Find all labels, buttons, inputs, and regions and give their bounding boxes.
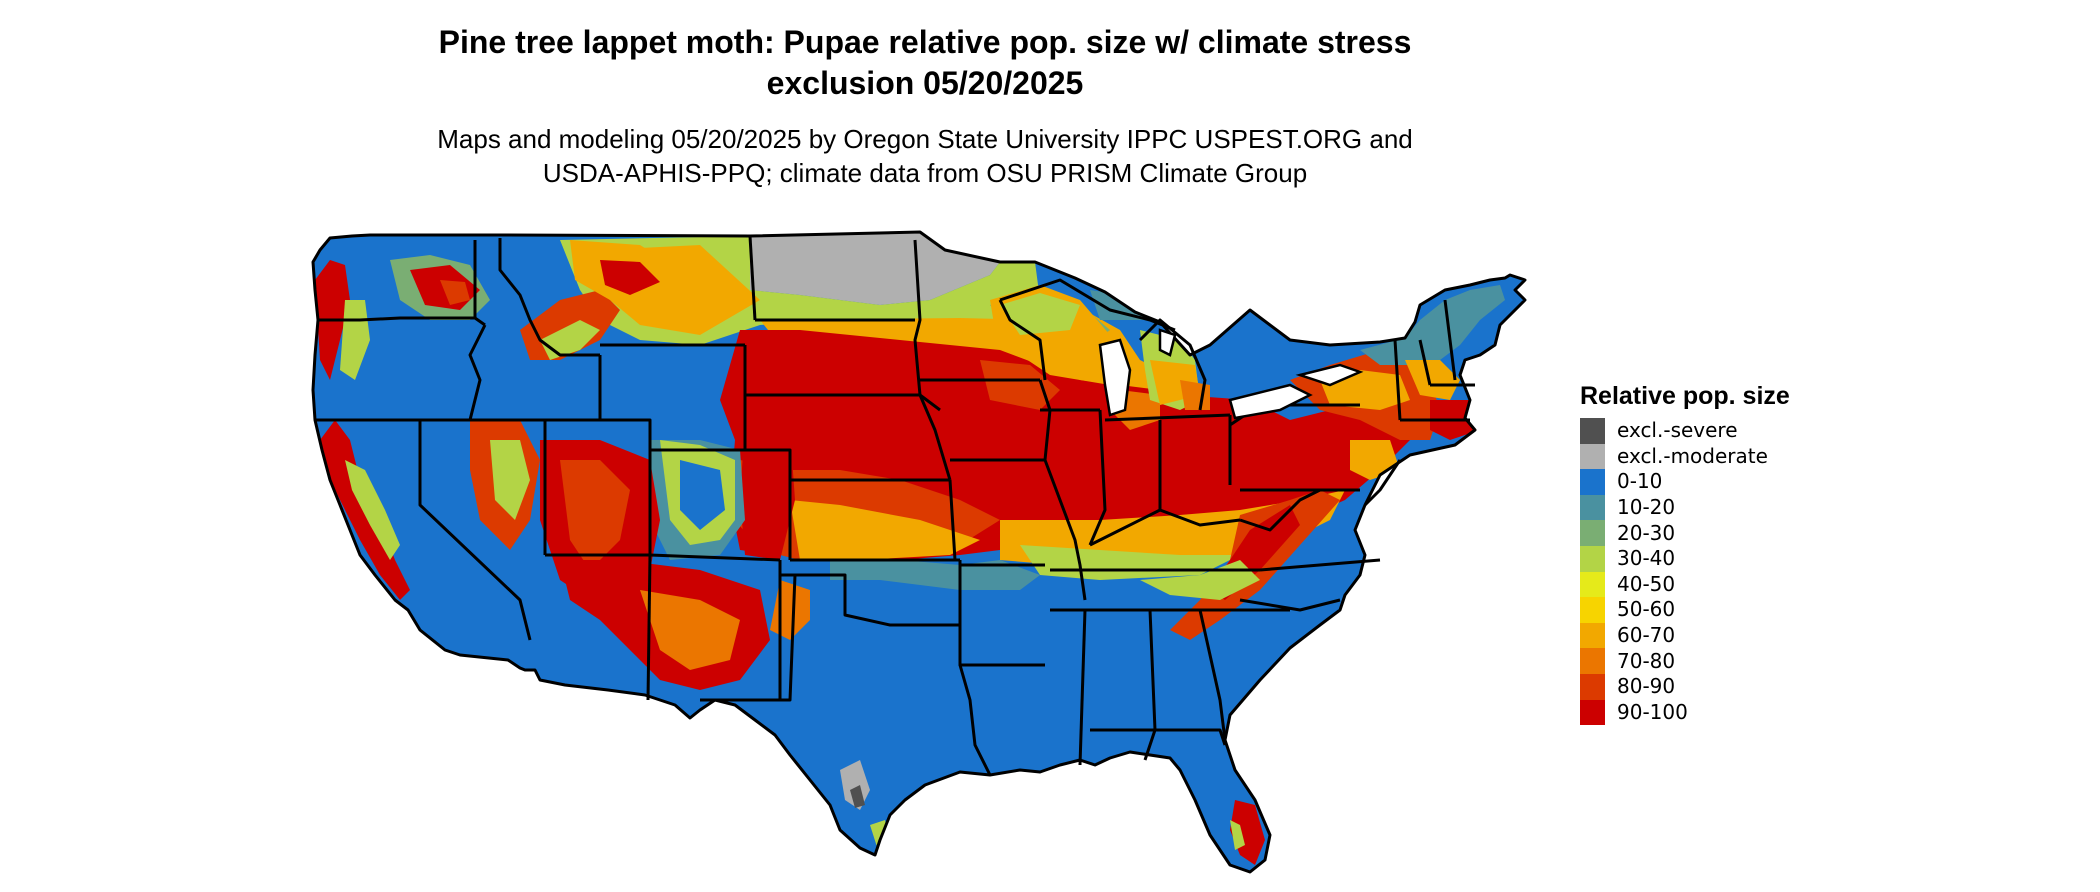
legend-swatch bbox=[1580, 418, 1605, 444]
map-title-line1: Pine tree lappet moth: Pupae relative po… bbox=[438, 24, 1412, 60]
legend-item: 30-40 bbox=[1580, 545, 2000, 572]
legend-item: 60-70 bbox=[1580, 622, 2000, 649]
legend-label: 60-70 bbox=[1617, 623, 1676, 648]
legend-label: 30-40 bbox=[1617, 546, 1676, 571]
map-title-line2: exclusion 05/20/2025 bbox=[766, 65, 1084, 101]
map-subtitle: Maps and modeling 05/20/2025 by Oregon S… bbox=[300, 122, 1550, 190]
legend-label: 10-20 bbox=[1617, 495, 1676, 520]
legend-item: 0-10 bbox=[1580, 469, 2000, 495]
legend-label: excl.-moderate bbox=[1617, 443, 1768, 468]
legend-items: excl.-severe excl.-moderate 0-10 10-20 20-30… bbox=[1580, 418, 2000, 726]
legend-swatch bbox=[1580, 673, 1605, 700]
legend-swatch bbox=[1580, 597, 1605, 623]
legend-item: 20-30 bbox=[1580, 520, 2000, 546]
legend-label: 70-80 bbox=[1617, 648, 1676, 673]
legend-swatch bbox=[1580, 622, 1605, 649]
legend-label: 50-60 bbox=[1617, 597, 1676, 622]
legend-title: Relative pop. size bbox=[1580, 382, 1790, 410]
legend-item: 70-80 bbox=[1580, 648, 2000, 674]
legend-swatch bbox=[1580, 520, 1605, 546]
map-subtitle-line1: Maps and modeling 05/20/2025 by Oregon S… bbox=[437, 124, 1413, 154]
legend-swatch bbox=[1580, 443, 1605, 470]
legend-swatch bbox=[1580, 699, 1605, 726]
legend-swatch bbox=[1580, 469, 1605, 495]
legend-swatch bbox=[1580, 545, 1605, 572]
legend: Relative pop. size excl.-severe excl.-mod… bbox=[1580, 380, 2000, 726]
legend-swatch bbox=[1580, 494, 1605, 521]
legend-label: 80-90 bbox=[1617, 674, 1676, 699]
legend-item: 10-20 bbox=[1580, 494, 2000, 521]
legend-item: excl.-severe bbox=[1580, 418, 2000, 444]
legend-item: 80-90 bbox=[1580, 673, 2000, 700]
legend-label: 40-50 bbox=[1617, 571, 1676, 596]
legend-label: 0-10 bbox=[1617, 469, 1663, 494]
legend-item: excl.-moderate bbox=[1580, 443, 2000, 470]
legend-label: 90-100 bbox=[1617, 699, 1688, 724]
legend-swatch bbox=[1580, 648, 1605, 674]
map-title: Pine tree lappet moth: Pupae relative po… bbox=[300, 22, 1550, 104]
legend-label: 20-30 bbox=[1617, 520, 1676, 545]
legend-item: 90-100 bbox=[1580, 699, 2000, 726]
legend-item: 50-60 bbox=[1580, 597, 2000, 623]
legend-label: excl.-severe bbox=[1617, 418, 1738, 443]
legend-swatch bbox=[1580, 571, 1605, 598]
map-subtitle-line2: USDA-APHIS-PPQ; climate data from OSU PR… bbox=[542, 158, 1308, 188]
legend-item: 40-50 bbox=[1580, 571, 2000, 598]
